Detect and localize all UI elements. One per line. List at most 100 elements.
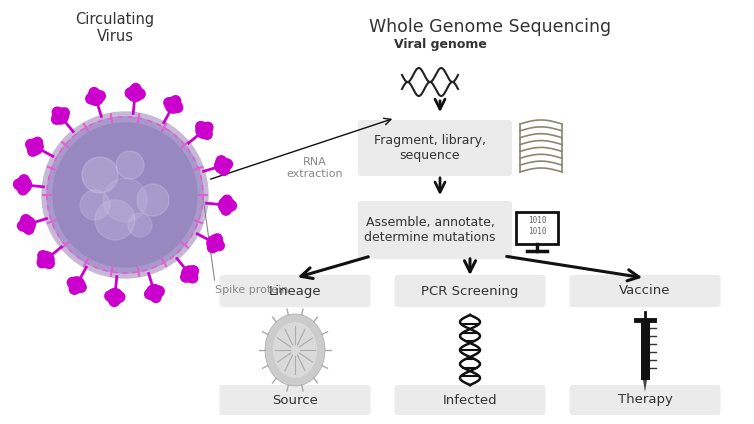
Circle shape [164, 98, 174, 108]
Circle shape [135, 89, 146, 99]
Circle shape [107, 288, 123, 304]
Circle shape [44, 259, 54, 268]
Polygon shape [265, 314, 325, 386]
Circle shape [38, 251, 54, 268]
Circle shape [202, 129, 212, 139]
Circle shape [196, 122, 206, 131]
FancyBboxPatch shape [394, 385, 545, 415]
Circle shape [32, 137, 42, 148]
Circle shape [115, 292, 125, 302]
Circle shape [222, 159, 232, 169]
FancyBboxPatch shape [358, 120, 512, 176]
Circle shape [130, 84, 141, 94]
Circle shape [173, 103, 182, 112]
Circle shape [14, 179, 23, 190]
Circle shape [26, 139, 35, 149]
Circle shape [21, 215, 31, 225]
FancyBboxPatch shape [569, 275, 721, 307]
Text: Fragment, library,
sequence: Fragment, library, sequence [374, 134, 486, 162]
Text: Assemble, annotate,
determine mutations: Assemble, annotate, determine mutations [364, 216, 495, 244]
FancyBboxPatch shape [219, 275, 370, 307]
Circle shape [219, 197, 234, 213]
Text: Therapy: Therapy [618, 393, 673, 407]
Circle shape [165, 97, 181, 113]
Text: Whole Genome Sequencing: Whole Genome Sequencing [369, 18, 611, 36]
Circle shape [219, 165, 229, 176]
Circle shape [188, 266, 198, 276]
Circle shape [151, 293, 161, 302]
Text: RNA
extraction: RNA extraction [287, 157, 343, 179]
Circle shape [105, 291, 115, 301]
Bar [640, 320, 649, 380]
Circle shape [170, 96, 181, 106]
Circle shape [207, 243, 217, 253]
Circle shape [145, 289, 155, 299]
Circle shape [76, 282, 86, 292]
Circle shape [69, 284, 79, 294]
Circle shape [155, 286, 164, 296]
Circle shape [182, 266, 198, 282]
Circle shape [196, 123, 212, 138]
Text: 1010
1010: 1010 1010 [528, 216, 546, 236]
FancyBboxPatch shape [394, 275, 545, 307]
FancyBboxPatch shape [569, 385, 721, 415]
Circle shape [47, 117, 203, 273]
Circle shape [216, 156, 226, 166]
Circle shape [109, 296, 119, 307]
Circle shape [60, 108, 69, 118]
Circle shape [146, 285, 162, 301]
Circle shape [24, 224, 34, 234]
Circle shape [226, 201, 237, 211]
Circle shape [89, 87, 99, 98]
Polygon shape [643, 380, 647, 392]
Circle shape [67, 277, 78, 287]
Text: PCR Screening: PCR Screening [421, 285, 519, 298]
Circle shape [214, 240, 224, 251]
Circle shape [16, 177, 32, 193]
Circle shape [19, 175, 29, 185]
Circle shape [53, 108, 69, 124]
Circle shape [181, 272, 191, 282]
Circle shape [95, 200, 135, 240]
FancyBboxPatch shape [358, 201, 512, 259]
Circle shape [86, 94, 96, 104]
Circle shape [51, 114, 62, 124]
Circle shape [37, 258, 48, 268]
Text: Infected: Infected [443, 393, 498, 407]
Circle shape [69, 277, 84, 293]
Circle shape [222, 195, 232, 205]
Circle shape [125, 88, 135, 98]
Circle shape [82, 157, 118, 193]
Text: Circulating
Virus: Circulating Virus [75, 12, 155, 45]
FancyBboxPatch shape [219, 385, 370, 415]
Circle shape [221, 205, 231, 215]
Circle shape [137, 184, 169, 216]
Circle shape [103, 178, 147, 222]
Text: Source: Source [272, 393, 318, 407]
Circle shape [116, 151, 144, 179]
FancyBboxPatch shape [516, 212, 558, 244]
Circle shape [128, 213, 152, 237]
Text: Lineage: Lineage [268, 285, 321, 298]
Circle shape [87, 89, 103, 105]
Circle shape [207, 235, 223, 251]
Text: Vaccine: Vaccine [619, 285, 671, 298]
Circle shape [27, 139, 43, 155]
Circle shape [212, 234, 222, 244]
Circle shape [203, 122, 213, 132]
Text: Viral genome: Viral genome [394, 38, 486, 51]
Circle shape [215, 158, 231, 173]
Circle shape [42, 112, 208, 278]
Circle shape [17, 221, 28, 231]
Circle shape [127, 86, 143, 101]
Circle shape [28, 146, 38, 156]
Circle shape [188, 273, 198, 283]
Circle shape [80, 190, 110, 220]
Circle shape [52, 107, 63, 117]
Circle shape [95, 91, 106, 101]
Circle shape [53, 123, 197, 267]
Circle shape [20, 216, 35, 232]
Polygon shape [273, 322, 317, 378]
Text: Spike protein: Spike protein [215, 285, 288, 295]
Circle shape [38, 251, 48, 261]
